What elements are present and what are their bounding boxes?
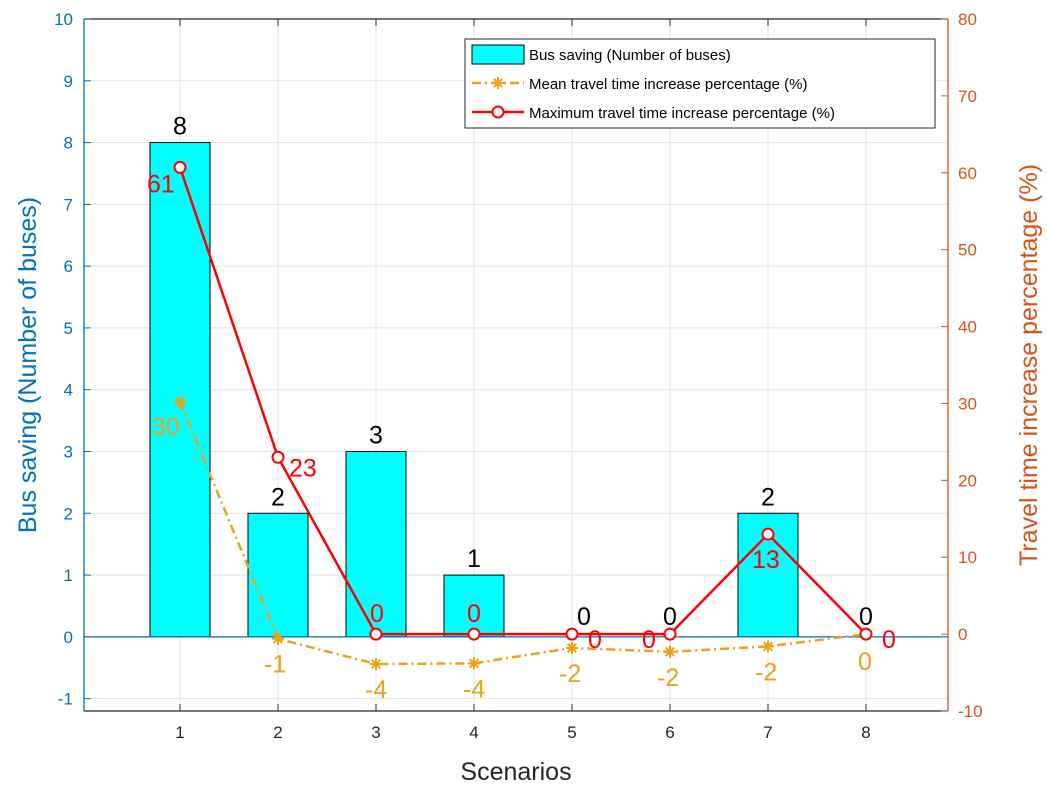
right-tick-label: 70 [958, 87, 977, 106]
mean-point-2 [272, 632, 284, 645]
x-tick-label: 1 [175, 723, 184, 742]
bar-value-label: 0 [663, 603, 677, 631]
mean-value-label: -4 [463, 675, 485, 703]
x-tick-label: 4 [469, 723, 478, 742]
mean-point-3 [370, 658, 382, 671]
plot-area [84, 19, 948, 711]
mean-value-label: 30 [152, 413, 180, 441]
x-tick-label: 5 [567, 723, 576, 742]
left-axis-title: Bus saving (Number of buses) [14, 197, 42, 533]
right-tick-label: 50 [958, 241, 977, 260]
max-point-8 [859, 627, 873, 641]
bar-value-label: 2 [271, 483, 285, 511]
left-tick-label: 0 [64, 628, 73, 647]
legend-mean-marker [492, 77, 504, 89]
right-axis-title: Travel time increase percentage (%) [1015, 164, 1043, 566]
max-point-5 [565, 627, 579, 641]
legend-box [464, 38, 936, 129]
max-point-6 [663, 627, 677, 641]
max-value-label: 0 [588, 626, 602, 654]
right-tick-label: 60 [958, 164, 977, 183]
x-tick-label: 6 [665, 723, 674, 742]
bar-1 [149, 142, 211, 638]
legend-label-mean: Mean travel time increase percentage (%) [529, 76, 807, 93]
x-tick-label: 3 [371, 723, 380, 742]
right-tick-label: 0 [958, 625, 967, 644]
right-tick-label: 30 [958, 394, 977, 413]
max-value-label: 0 [370, 600, 384, 628]
bar-value-label: 8 [173, 113, 187, 141]
x-tick-label: 7 [763, 723, 772, 742]
left-tick-label: 6 [64, 257, 73, 276]
legend-max-marker [491, 105, 505, 119]
legend-label-max: Maximum travel time increase percentage … [529, 105, 835, 122]
x-tick-label: 2 [273, 723, 282, 742]
mean-point-5 [566, 641, 578, 654]
mean-value-label: 0 [858, 648, 872, 676]
mean-point-4 [468, 657, 480, 670]
mean-value-label: -4 [365, 676, 387, 704]
left-tick-label: 5 [64, 319, 73, 338]
mean-value-label: -2 [755, 658, 777, 686]
right-tick-label: 80 [958, 10, 977, 29]
bar-3 [345, 451, 407, 638]
legend-label-bus-saving: Bus saving (Number of buses) [529, 47, 731, 64]
max-point-2 [271, 450, 285, 464]
mean-series-line [178, 401, 867, 666]
mean-value-label: -1 [264, 651, 286, 679]
legend-swatch-bus-saving [471, 44, 525, 65]
legend: Bus saving (Number of buses) Mean travel… [464, 38, 936, 129]
max-value-label: 13 [752, 546, 780, 574]
bar-value-label: 2 [761, 483, 775, 511]
bar-4 [443, 574, 505, 638]
left-tick-label: 7 [64, 195, 73, 214]
right-tick-label: -10 [958, 702, 983, 721]
mean-value-label: -2 [559, 660, 581, 688]
bars [149, 142, 799, 638]
mean-point-1 [174, 395, 186, 408]
max-series-line [178, 166, 867, 636]
left-tick-label: 2 [64, 504, 73, 523]
right-tick-label: 10 [958, 548, 977, 567]
left-tick-label: 8 [64, 134, 73, 153]
left-tick-label: -1 [58, 690, 73, 709]
mean-point-6 [664, 645, 676, 658]
left-tick-label: 1 [64, 566, 73, 585]
max-point-4 [467, 627, 481, 641]
left-tick-label: 10 [54, 10, 73, 29]
left-tick-label: 9 [64, 72, 73, 91]
bar-value-label: 3 [369, 422, 383, 450]
right-tick-label: 20 [958, 471, 977, 490]
bar-value-label: 1 [467, 545, 481, 573]
left-tick-label: 4 [64, 381, 73, 400]
max-series [173, 160, 873, 641]
max-value-label: 23 [289, 454, 317, 482]
max-point-7 [761, 527, 775, 541]
mean-value-label: -2 [657, 664, 679, 692]
bar-2 [247, 512, 309, 638]
bar-value-label: 0 [577, 603, 591, 631]
left-tick-label: 3 [64, 443, 73, 462]
max-value-label: 0 [882, 626, 896, 654]
right-tick-label: 40 [958, 318, 977, 337]
max-value-label: 0 [642, 626, 656, 654]
mean-point-7 [762, 640, 774, 653]
max-point-3 [369, 627, 383, 641]
max-value-label: 0 [467, 600, 481, 628]
max-value-label: 61 [147, 170, 175, 198]
bar-value-label: 0 [859, 603, 873, 631]
max-point-1 [173, 160, 187, 174]
x-axis-title: Scenarios [460, 758, 571, 786]
x-tick-label: 8 [861, 723, 870, 742]
